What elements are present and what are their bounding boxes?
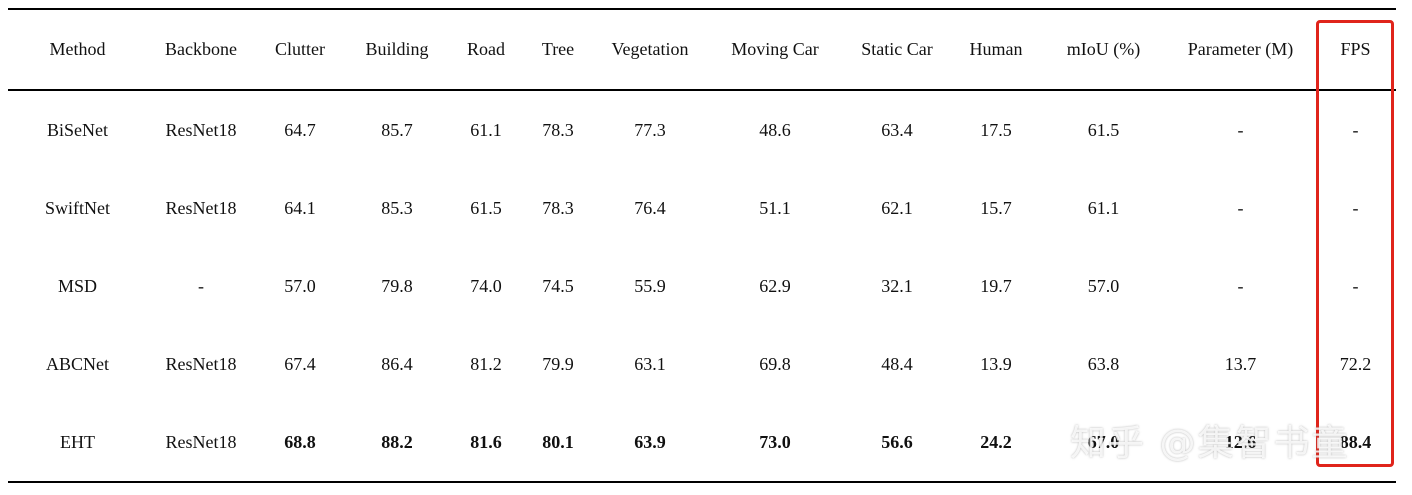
cell-human: 24.2 <box>951 403 1041 483</box>
column-header-human: Human <box>951 8 1041 91</box>
cell-miou: 67.0 <box>1041 403 1166 483</box>
cell-parameter: - <box>1237 275 1244 296</box>
cell-fps: - <box>1352 275 1359 296</box>
cell-backbone: - <box>198 275 204 296</box>
cell-vegetation: 76.4 <box>634 197 666 218</box>
cell-backbone: ResNet18 <box>165 197 237 218</box>
cell-road: 61.5 <box>470 197 502 218</box>
cell-clutter: 67.4 <box>284 353 316 374</box>
cell-miou: 61.1 <box>1087 197 1120 218</box>
cell-method: MSD <box>57 275 97 296</box>
cell-miou: 63.8 <box>1087 353 1120 374</box>
table-row-eht: EHT ResNet18 68.8 88.2 81.6 80.1 63.9 73… <box>8 403 1396 483</box>
cell-method: SwiftNet <box>45 197 110 218</box>
column-header-backbone: Backbone <box>147 8 255 91</box>
cell-parameter: - <box>1237 197 1244 218</box>
cell-vegetation: 63.9 <box>593 403 707 483</box>
cell-road: 81.2 <box>470 353 502 374</box>
cell-tree: 79.9 <box>542 353 574 374</box>
cell-fps: 72.2 <box>1339 353 1372 374</box>
cell-vegetation: 55.9 <box>634 275 666 296</box>
cell-moving-car: 51.1 <box>759 197 791 218</box>
cell-fps: - <box>1352 197 1359 218</box>
cell-human: 15.7 <box>980 197 1012 218</box>
cell-human: 19.7 <box>980 275 1012 296</box>
column-header-moving-car: Moving Car <box>707 8 843 91</box>
table-row-swiftnet: SwiftNet ResNet18 64.1 85.3 61.5 78.3 76… <box>8 169 1396 247</box>
cell-road: 81.6 <box>449 403 523 483</box>
cell-static-car: 32.1 <box>881 275 913 296</box>
cell-clutter: 68.8 <box>255 403 345 483</box>
cell-road: 74.0 <box>470 275 502 296</box>
cell-static-car: 48.4 <box>881 353 913 374</box>
cell-backbone: ResNet18 <box>165 119 237 140</box>
column-header-clutter: Clutter <box>255 8 345 91</box>
cell-building: 88.2 <box>345 403 449 483</box>
cell-tree: 78.3 <box>542 197 574 218</box>
cell-method: BiSeNet <box>47 119 108 140</box>
cell-road: 61.1 <box>470 119 502 140</box>
column-header-building: Building <box>345 8 449 91</box>
results-table: Method Backbone Clutter Building Road Tr… <box>8 8 1396 483</box>
column-header-parameter: Parameter (M) <box>1166 8 1315 91</box>
header-row: Method Backbone Clutter Building Road Tr… <box>8 8 1396 91</box>
cell-static-car: 63.4 <box>881 119 913 140</box>
cell-moving-car: 69.8 <box>759 353 791 374</box>
cell-tree: 78.3 <box>542 119 574 140</box>
cell-building: 85.7 <box>381 119 413 140</box>
cell-moving-car: 48.6 <box>759 119 791 140</box>
cell-tree: 80.1 <box>523 403 593 483</box>
cell-parameter: - <box>1237 119 1244 140</box>
cell-building: 85.3 <box>381 197 413 218</box>
column-header-method: Method <box>8 8 147 91</box>
column-header-tree: Tree <box>523 8 593 91</box>
cell-human: 17.5 <box>980 119 1012 140</box>
cell-miou: 57.0 <box>1087 275 1120 296</box>
column-header-road: Road <box>449 8 523 91</box>
cell-method: EHT <box>8 403 147 483</box>
cell-parameter: 13.7 <box>1224 353 1257 374</box>
cell-backbone: ResNet18 <box>165 353 237 374</box>
column-header-fps: FPS <box>1315 8 1396 91</box>
cell-method: ABCNet <box>46 353 109 374</box>
cell-clutter: 64.7 <box>284 119 316 140</box>
cell-vegetation: 63.1 <box>634 353 666 374</box>
cell-static-car: 56.6 <box>843 403 951 483</box>
cell-backbone: ResNet18 <box>147 403 255 483</box>
cell-fps: - <box>1352 119 1359 140</box>
cell-clutter: 64.1 <box>284 197 316 218</box>
cell-static-car: 62.1 <box>881 197 913 218</box>
column-header-miou: mIoU (%) <box>1041 8 1166 91</box>
cell-human: 13.9 <box>980 353 1012 374</box>
column-header-vegetation: Vegetation <box>593 8 707 91</box>
cell-moving-car: 62.9 <box>759 275 791 296</box>
cell-building: 86.4 <box>381 353 413 374</box>
results-table-container: Method Backbone Clutter Building Road Tr… <box>8 8 1396 483</box>
cell-building: 79.8 <box>381 275 413 296</box>
cell-moving-car: 73.0 <box>707 403 843 483</box>
cell-vegetation: 77.3 <box>634 119 666 140</box>
cell-clutter: 57.0 <box>284 275 316 296</box>
cell-miou: 61.5 <box>1087 119 1120 140</box>
cell-fps: 88.4 <box>1315 403 1396 483</box>
table-row-msd: MSD - 57.0 79.8 74.0 74.5 55.9 62.9 32.1… <box>8 247 1396 325</box>
table-row-abcnet: ABCNet ResNet18 67.4 86.4 81.2 79.9 63.1… <box>8 325 1396 403</box>
table-row-bisenet: BiSeNet ResNet18 64.7 85.7 61.1 78.3 77.… <box>8 90 1396 169</box>
cell-parameter: 12.6 <box>1166 403 1315 483</box>
column-header-static-car: Static Car <box>843 8 951 91</box>
cell-tree: 74.5 <box>542 275 574 296</box>
